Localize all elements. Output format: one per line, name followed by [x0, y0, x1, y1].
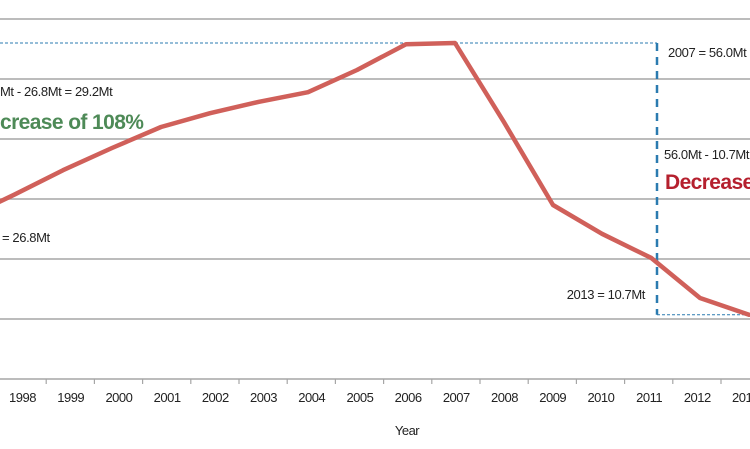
x-axis-title: Year [395, 423, 420, 438]
x-tick-label: 2007 [443, 390, 470, 405]
x-tick-label: 2003 [250, 390, 277, 405]
reference-lines [0, 42, 750, 316]
x-tick-label: 2009 [539, 390, 566, 405]
x-axis: 1998 1999 2000 2001 2002 2003 2004 2005 2006 2007… [9, 379, 750, 405]
x-tick-label: 2000 [105, 390, 132, 405]
annotation-start-value: = 26.8Mt [2, 230, 51, 245]
x-tick-label: 2011 [636, 390, 662, 405]
x-tick-label: 2006 [395, 390, 422, 405]
gridlines [0, 18, 750, 380]
x-tick-label: 2012 [684, 390, 711, 405]
annotation-decrease-calc: 56.0Mt - 10.7Mt = [664, 147, 750, 162]
x-tick-label: 2008 [491, 390, 518, 405]
x-tick-label: 2013 [732, 390, 750, 405]
x-tick-label: 2001 [154, 390, 181, 405]
x-tick-label: 1999 [57, 390, 84, 405]
x-tick-label: 2002 [202, 390, 229, 405]
x-tick-label: 1998 [9, 390, 36, 405]
x-tick-label: 2004 [298, 390, 325, 405]
annotation-end-label: 2013 = 10.7Mt [567, 287, 646, 302]
series-line [0, 40, 750, 318]
x-tick-label: 2010 [587, 390, 614, 405]
annotation-decrease-text: Decrease [665, 171, 750, 194]
annotation-peak-label: 2007 = 56.0Mt [668, 45, 747, 60]
annotation-increase-text: crease of 108% [0, 111, 144, 134]
annotation-increase-calc: Mt - 26.8Mt = 29.2Mt [0, 84, 113, 99]
x-tick-label: 2005 [346, 390, 373, 405]
